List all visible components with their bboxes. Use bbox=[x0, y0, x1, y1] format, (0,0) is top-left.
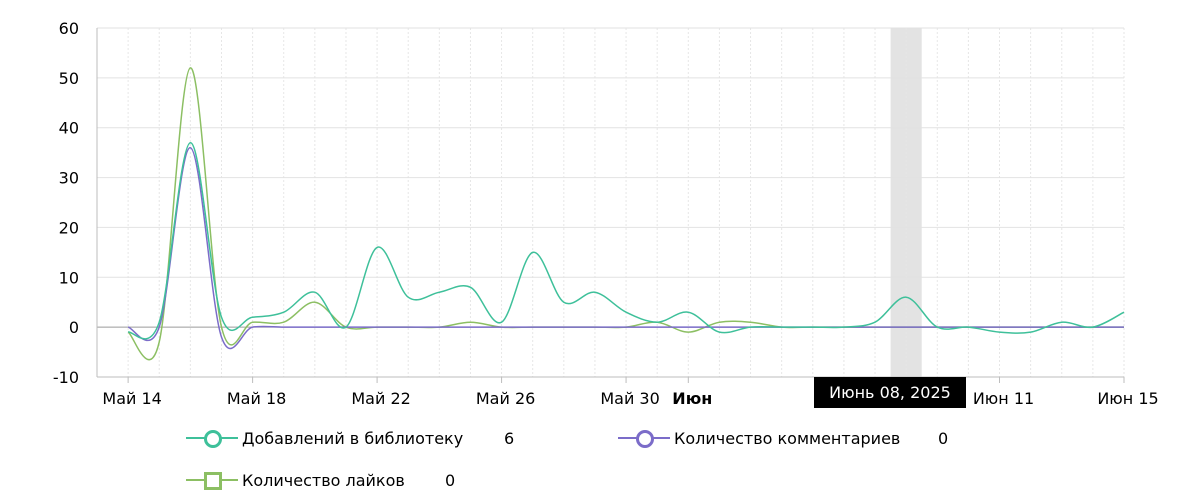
series-line bbox=[127, 146, 1124, 350]
highlight-layer bbox=[890, 28, 922, 377]
x-tick-label: Май 30 bbox=[600, 389, 659, 408]
highlight-band bbox=[890, 28, 922, 377]
legend-item-comments[interactable]: Количество комментариев bbox=[618, 428, 900, 448]
x-tick-label: Май 22 bbox=[351, 389, 410, 408]
x-tick-label: Июн bbox=[672, 389, 712, 408]
y-tick-label: 20 bbox=[59, 218, 79, 237]
series-line bbox=[127, 141, 1125, 340]
legend-label: Количество комментариев bbox=[674, 428, 901, 448]
x-tick-label: Май 14 bbox=[102, 389, 161, 408]
grid-layer bbox=[96, 27, 1125, 378]
legend-marker-circle-icon bbox=[618, 428, 670, 448]
date-tooltip: Июнь 08, 2025 bbox=[814, 377, 966, 408]
y-tick-label: 60 bbox=[59, 19, 79, 38]
y-tick-label: 30 bbox=[59, 169, 79, 188]
x-tick-label: Июн 15 bbox=[1097, 389, 1158, 408]
label-layer: -10 0 10 20 30 40 50 60 Май 14 Май 18 Май 22 Май 26… bbox=[53, 19, 1159, 408]
y-tick-label: -10 bbox=[53, 368, 79, 387]
x-tick-label: Май 18 bbox=[227, 389, 286, 408]
y-tick-label: 10 bbox=[59, 268, 79, 287]
x-tick-label: Июн 11 bbox=[973, 389, 1034, 408]
legend-label: Количество лайков bbox=[242, 470, 405, 490]
x-tick-label: Май 26 bbox=[476, 389, 535, 408]
legend-marker-circle-icon bbox=[186, 428, 238, 448]
y-tick-label: 0 bbox=[69, 318, 79, 337]
legend-item-likes[interactable]: Количество лайков bbox=[186, 470, 405, 490]
y-tick-label: 40 bbox=[59, 119, 79, 138]
legend-item-library[interactable]: Добавлений в библиотеку bbox=[186, 428, 463, 448]
series-layer bbox=[127, 67, 1125, 361]
legend-label: Добавлений в библиотеку bbox=[242, 428, 464, 448]
y-tick-label: 50 bbox=[59, 69, 79, 88]
legend-marker-square-icon bbox=[186, 470, 238, 490]
axis-layer bbox=[96, 28, 1125, 383]
